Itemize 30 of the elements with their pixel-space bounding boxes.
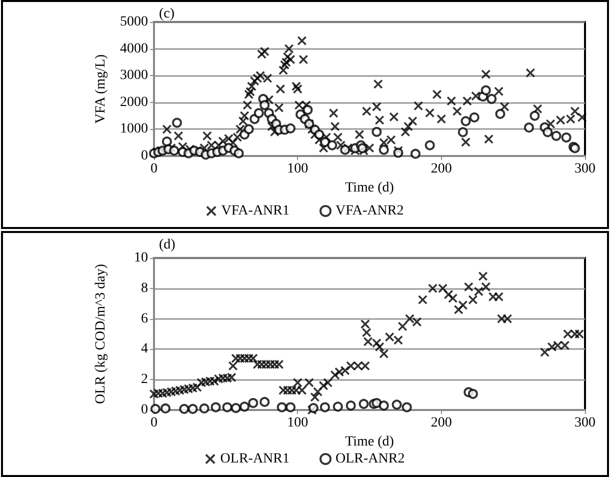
x-tick-label: 100 [287, 416, 308, 430]
x-tick-label: 300 [574, 162, 596, 176]
y-tick-label: 4 [141, 342, 148, 357]
legend-label: OLR-ANR2 [336, 452, 405, 466]
chart-title: (d) [159, 238, 176, 252]
legend-label: OLR-ANR1 [220, 452, 290, 466]
x-tick-label: 300 [574, 416, 596, 430]
y-tick-label: 2000 [120, 94, 148, 110]
y-tick-label: 2 [141, 372, 148, 388]
y-tick-label: 5000 [120, 14, 148, 30]
x-tick-label: 200 [430, 416, 452, 430]
x-tick-label: 0 [150, 162, 158, 176]
x-tick-label: 100 [287, 162, 308, 176]
legend-label: VFA-ANR1 [221, 204, 290, 218]
y-tick-label: 3000 [120, 68, 148, 84]
x-tick-label: 200 [430, 162, 452, 176]
y-axis-title: OLR (kg COD/m^3 day) [94, 264, 108, 404]
y-tick-label: 0 [141, 402, 148, 418]
y-tick-label: 1000 [120, 122, 148, 137]
legend-label: VFA-ANR2 [336, 204, 404, 218]
y-tick-label: 0 [141, 148, 148, 164]
y-tick-label: 4000 [120, 41, 148, 56]
chart-title: (c) [159, 6, 175, 22]
x-axis-title: Time (d) [345, 434, 394, 450]
y-tick-label: 6 [141, 311, 148, 326]
x-axis-title: Time (d) [345, 180, 394, 196]
y-tick-label: 8 [141, 280, 148, 296]
y-axis-title: VFA (mg/L) [94, 54, 108, 124]
y-tick-label: 10 [134, 250, 148, 266]
x-tick-label: 0 [150, 416, 158, 430]
